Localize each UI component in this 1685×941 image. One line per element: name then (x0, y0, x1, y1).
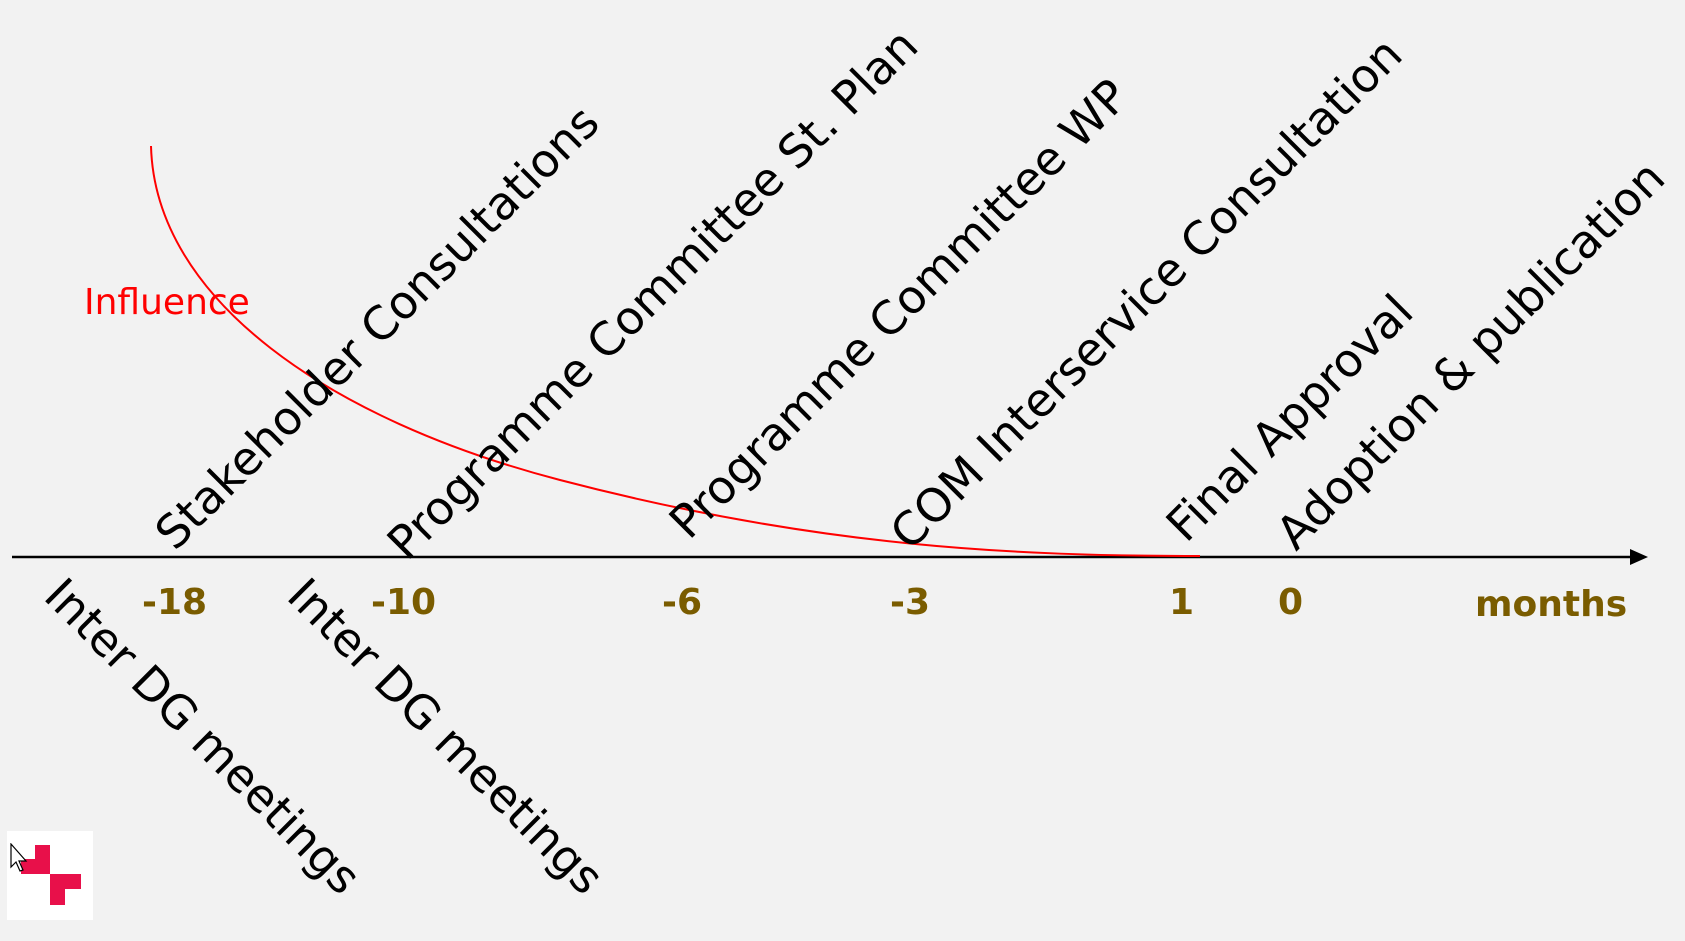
influence-label: Influence (84, 282, 250, 323)
event-programme-committee-st-plan: Programme Committee St. Plan (377, 18, 929, 570)
tick-label-minus-6: -6 (662, 582, 702, 623)
event-programme-committee-wp: Programme Committee WP (659, 69, 1139, 549)
tick-label-minus-18: -18 (142, 582, 207, 623)
brand-logo (7, 831, 93, 920)
influence-curve (150, 145, 1201, 557)
timeline-axis-arrowhead (1630, 549, 1648, 565)
event-stakeholder-consultations: Stakeholder Consultations (145, 95, 610, 560)
tick-label-minus-3: -3 (890, 582, 930, 623)
tick-label-minus-10: -10 (371, 582, 436, 623)
axis-unit-label: months (1475, 584, 1627, 625)
tick-label-0: 0 (1278, 582, 1303, 623)
mouse-pointer-icon (10, 843, 28, 872)
tick-label-1: 1 (1169, 582, 1194, 623)
brand-logo-icon (21, 845, 81, 905)
